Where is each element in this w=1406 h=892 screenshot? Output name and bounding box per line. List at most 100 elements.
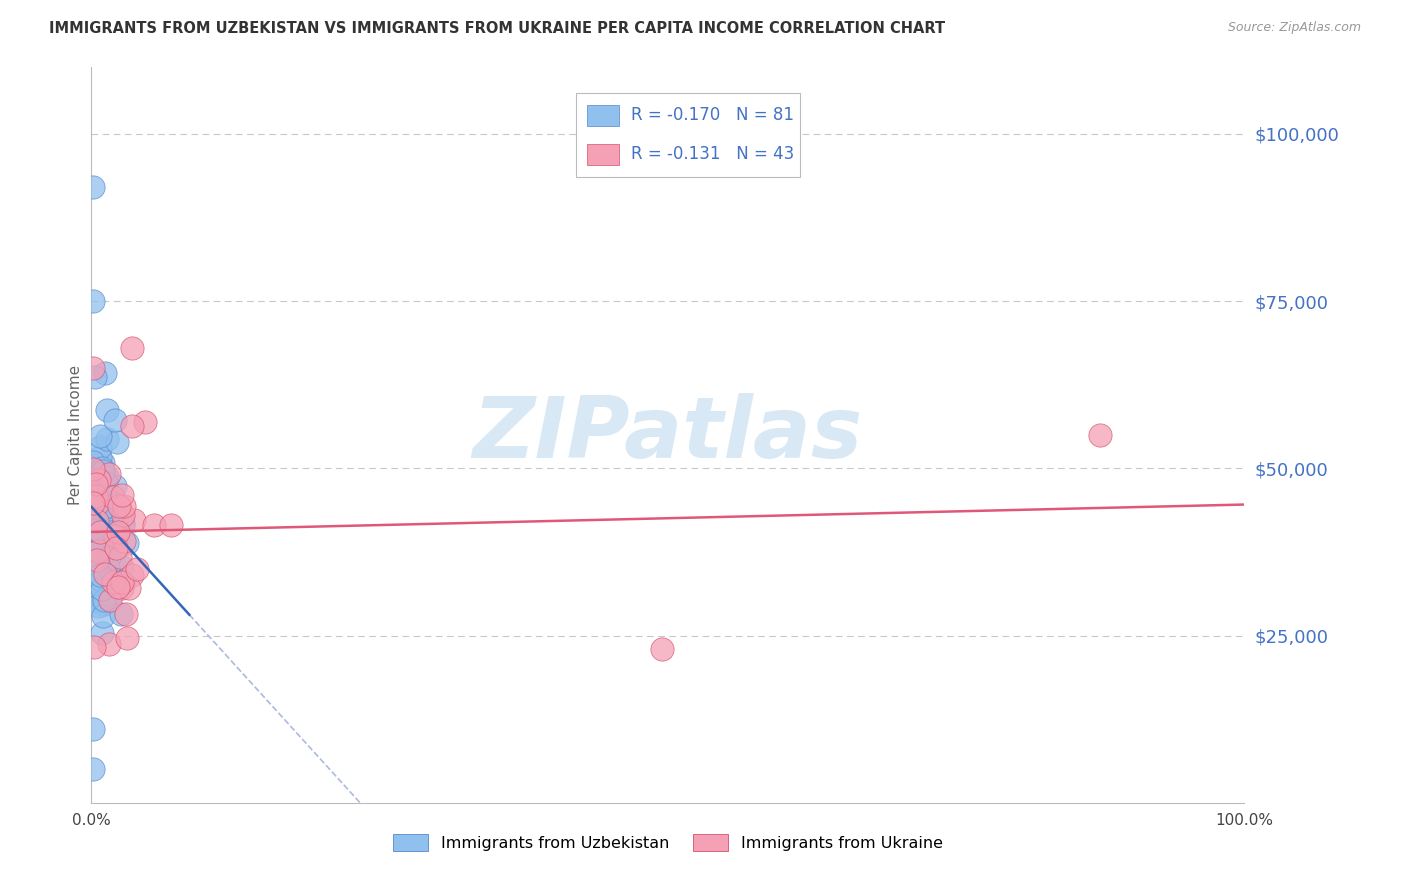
Point (142, 517, 165, 532)
Point (93, 593, 115, 607)
Point (112, 518, 135, 533)
Point (89, 450, 111, 464)
Point (115, 536, 138, 550)
FancyBboxPatch shape (575, 93, 800, 178)
Point (105, 514, 128, 528)
Bar (588, 105, 620, 126)
Point (89, 429, 111, 443)
Point (98, 499, 121, 513)
Point (118, 581, 141, 595)
Point (86, 565, 108, 579)
Point (87, 473, 110, 487)
Point (93, 598, 115, 612)
Point (89, 550, 111, 565)
Point (89, 524, 111, 539)
Point (82, 293, 104, 308)
Point (104, 541, 127, 555)
Point (97, 538, 120, 552)
Point (87, 599, 110, 614)
Point (160, 518, 183, 533)
Point (86, 476, 108, 491)
Point (112, 499, 135, 513)
Point (91, 541, 114, 556)
Point (94, 500, 117, 515)
Point (91, 464, 114, 478)
Point (651, 642, 673, 657)
Point (86, 497, 108, 511)
Point (83, 640, 105, 655)
Point (82, 489, 104, 503)
Point (84, 489, 107, 503)
Point (89, 567, 111, 582)
Point (105, 497, 128, 511)
Point (101, 574, 124, 589)
Text: ZIPatlas: ZIPatlas (472, 393, 863, 476)
Point (1088, 427, 1111, 442)
Point (82, 495, 104, 509)
Point (86, 593, 108, 607)
Point (104, 478, 127, 492)
Point (97, 560, 120, 574)
Point (83, 586, 105, 600)
Point (108, 500, 131, 514)
Point (121, 341, 143, 355)
Point (89, 532, 111, 546)
Point (82, 501, 104, 516)
Point (97, 518, 120, 533)
Point (108, 549, 131, 564)
Point (90, 574, 112, 588)
Point (86, 514, 108, 528)
Point (94, 566, 117, 581)
Point (90, 475, 112, 490)
Point (87, 483, 110, 497)
Point (91, 532, 114, 546)
Point (84, 523, 107, 537)
Point (82, 455, 104, 469)
Point (82, 489, 104, 503)
Text: IMMIGRANTS FROM UZBEKISTAN VS IMMIGRANTS FROM UKRAINE PER CAPITA INCOME CORRELAT: IMMIGRANTS FROM UZBEKISTAN VS IMMIGRANTS… (49, 21, 945, 36)
Point (98, 593, 121, 607)
Point (83, 370, 105, 384)
Point (112, 516, 135, 531)
Point (96, 433, 118, 447)
Point (103, 557, 125, 571)
Point (110, 607, 132, 622)
Legend: Immigrants from Uzbekistan, Immigrants from Ukraine: Immigrants from Uzbekistan, Immigrants f… (387, 827, 949, 857)
Point (104, 574, 127, 589)
Point (110, 581, 132, 595)
Point (124, 513, 146, 527)
Point (82, 180, 104, 194)
Point (101, 490, 124, 504)
Point (107, 524, 129, 539)
Point (97, 638, 120, 652)
Point (94, 366, 117, 380)
Point (91, 608, 114, 623)
Bar (588, 145, 620, 165)
Point (84, 477, 107, 491)
Point (90, 626, 112, 640)
Point (83, 485, 105, 500)
Point (121, 419, 143, 434)
Point (90, 582, 112, 597)
Point (98, 549, 121, 564)
Point (91, 456, 114, 470)
Point (90, 461, 112, 475)
Point (96, 487, 118, 501)
Point (89, 477, 111, 491)
Text: R = -0.170   N = 81: R = -0.170 N = 81 (631, 106, 794, 124)
Point (134, 415, 156, 429)
Point (97, 588, 120, 602)
Point (111, 574, 134, 589)
Point (96, 476, 118, 491)
Y-axis label: Per Capita Income: Per Capita Income (67, 365, 83, 505)
Point (94, 564, 117, 578)
Point (82, 361, 104, 376)
Point (96, 402, 118, 417)
Point (82, 512, 104, 526)
Point (87, 511, 110, 525)
Point (111, 576, 134, 591)
Point (111, 559, 134, 574)
Point (104, 413, 127, 427)
Point (89, 440, 111, 454)
Point (107, 523, 129, 537)
